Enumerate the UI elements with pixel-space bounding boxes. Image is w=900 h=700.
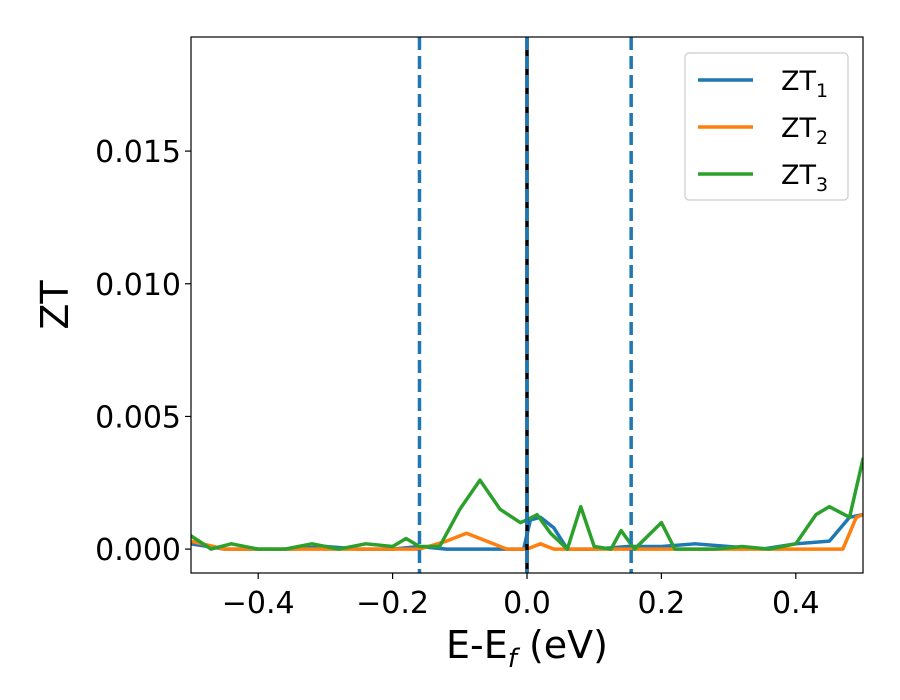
y-tick-label: 0.010 bbox=[95, 268, 181, 303]
x-tick-label: 0.0 bbox=[503, 586, 551, 621]
y-tick-label: 0.015 bbox=[95, 135, 181, 170]
series-line-zt3 bbox=[191, 457, 863, 551]
y-axis-title: ZT bbox=[33, 280, 77, 330]
x-tick-label: −0.4 bbox=[222, 586, 295, 621]
y-tick-label: 0.000 bbox=[95, 533, 181, 568]
x-tick-label: 0.2 bbox=[638, 586, 686, 621]
legend-label-zt2: ZT2 bbox=[781, 113, 828, 149]
plot-area bbox=[191, 37, 863, 573]
y-tick-label: 0.005 bbox=[95, 400, 181, 435]
x-axis-title: E-Ef (eV) bbox=[446, 623, 608, 674]
x-tick-label: −0.2 bbox=[356, 586, 429, 621]
legend-label-zt1: ZT1 bbox=[781, 66, 828, 102]
axes: −0.4 −0.2 0.0 0.2 0.4 0.000 0.005 0.010 0.015 E-E… bbox=[33, 36, 864, 674]
legend-box bbox=[684, 52, 849, 201]
legend-label-zt3: ZT3 bbox=[781, 160, 828, 196]
legend: ZT1 ZT2 ZT3 bbox=[684, 52, 849, 201]
x-tick-label: 0.4 bbox=[772, 586, 820, 621]
